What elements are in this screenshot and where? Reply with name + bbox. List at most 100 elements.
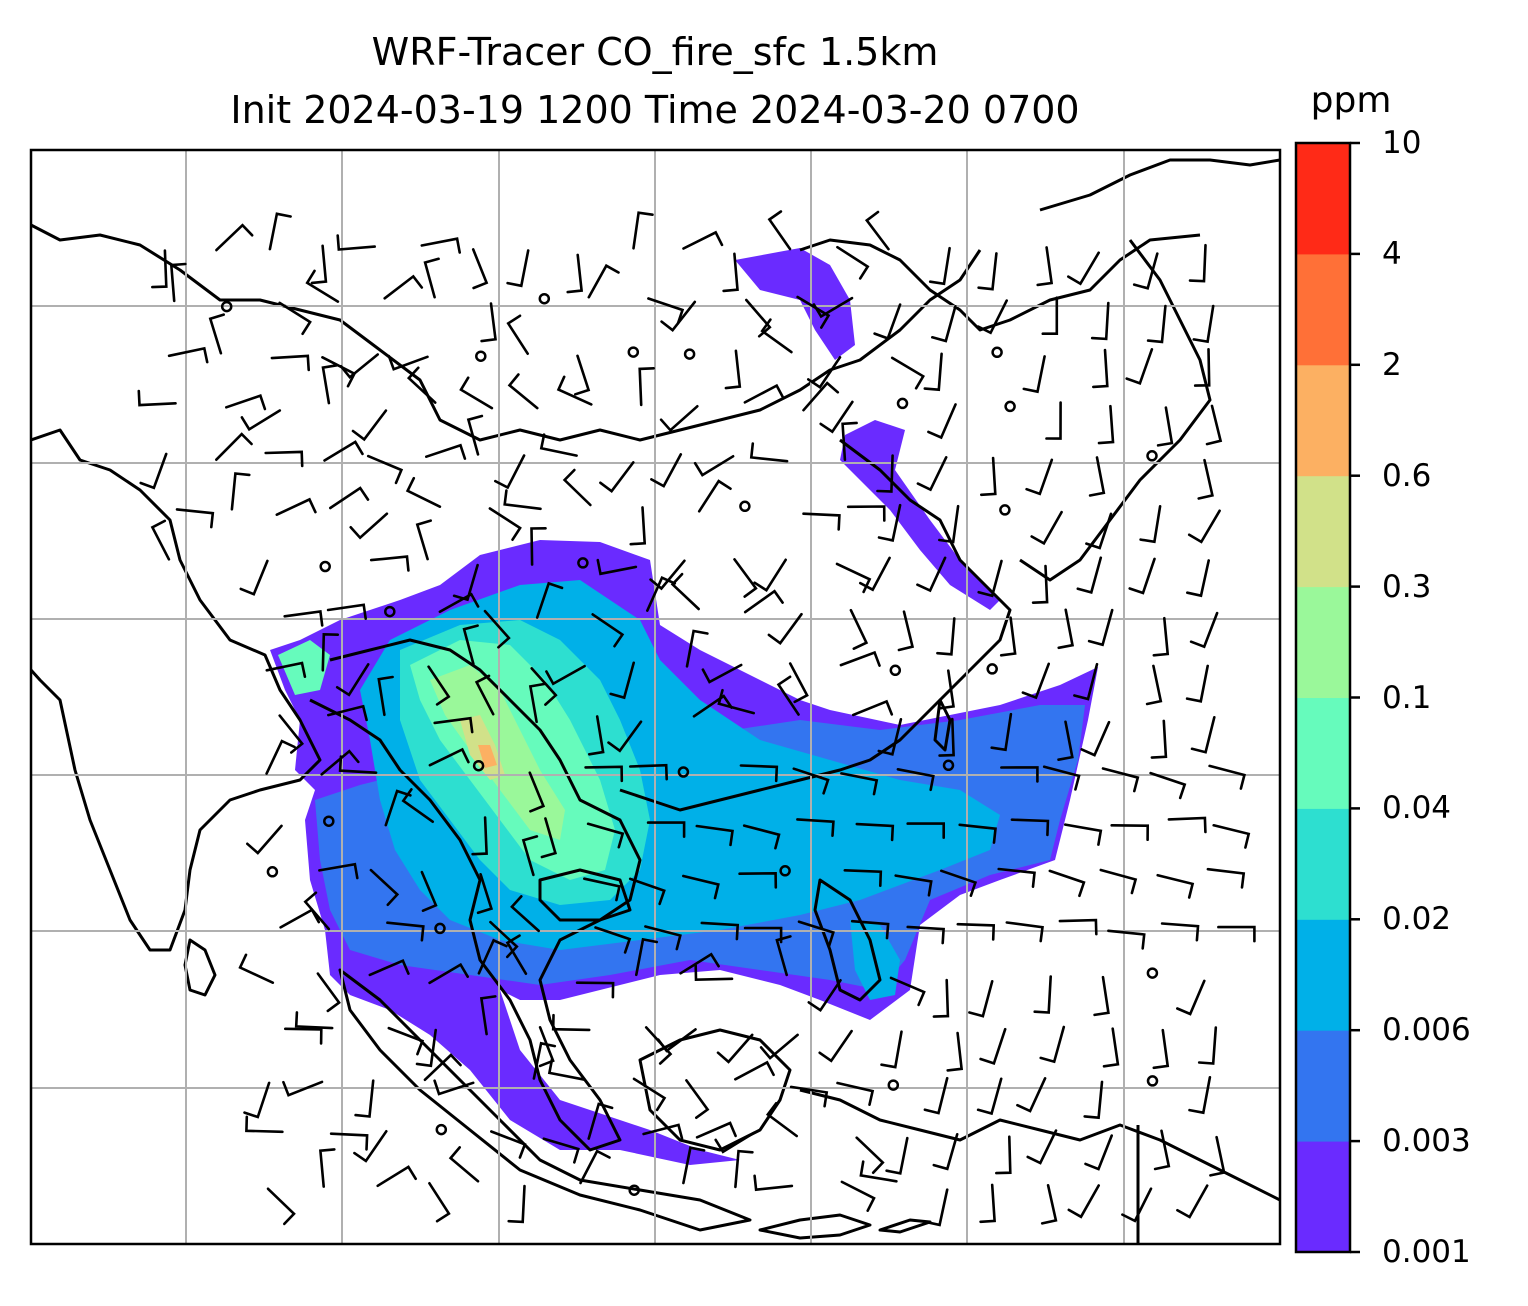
wind-barb [266, 1187, 296, 1226]
wind-barb [587, 263, 620, 299]
wind-barb [321, 632, 340, 672]
wind-barb [906, 822, 945, 839]
wind-barb [851, 699, 894, 717]
coastline-borneo [638, 1028, 792, 1152]
wind-barb [294, 1011, 334, 1030]
wind-barb [1073, 662, 1099, 701]
wind-barb [717, 688, 755, 715]
wind-barb [238, 953, 275, 984]
wind-barb [812, 296, 854, 319]
wind-barb [1121, 1187, 1153, 1223]
wind-barb [1149, 771, 1187, 800]
wind-barb [366, 454, 404, 485]
wind-barb [836, 1081, 875, 1106]
colorbar-segment [1296, 253, 1350, 366]
wind-barb [896, 768, 935, 792]
wind-barb [1085, 512, 1113, 550]
wind-barb [323, 440, 364, 462]
wind-barb [924, 1188, 949, 1227]
wind-barb [339, 353, 379, 380]
wind-barb [428, 1182, 451, 1223]
wind-barb [318, 1148, 336, 1188]
wind-barb [859, 1160, 898, 1183]
wind-barb [958, 823, 997, 844]
colorbar-tick-label: 0.003 [1382, 1123, 1471, 1160]
wind-barb [1156, 406, 1174, 447]
wind-barb [946, 1031, 964, 1072]
wind-barb [208, 313, 225, 355]
wind-barb [532, 1041, 557, 1080]
coastlines [31, 158, 1280, 1244]
wind-barb [938, 504, 960, 544]
wind-barb [506, 314, 529, 355]
wind-barb [928, 246, 951, 286]
wind-barb [1145, 664, 1163, 706]
wind-barb [1193, 348, 1211, 387]
wind-barb [873, 303, 902, 341]
wind-barb [670, 572, 700, 611]
wind-barb [802, 512, 841, 531]
wind-barb [338, 755, 378, 774]
wind-barb [685, 1079, 710, 1119]
wind-barb [940, 869, 978, 897]
wind-barb [927, 403, 957, 440]
wind-barb [1058, 918, 1098, 936]
wind-barb [1176, 979, 1206, 1016]
wind-barb [542, 1137, 580, 1164]
wind-barb [369, 868, 400, 907]
wind-barb [1187, 509, 1221, 544]
wind-barb [923, 1076, 949, 1115]
calm-wind-marker [266, 866, 279, 878]
calm-wind-marker [942, 759, 955, 772]
wind-barb [734, 1060, 775, 1081]
wind-barb [638, 367, 655, 407]
wind-barb [566, 253, 584, 294]
wind-barb [321, 364, 339, 405]
wind-barb [1146, 304, 1167, 344]
wind-barb [167, 346, 209, 364]
wind-barb [995, 1135, 1012, 1175]
wind-barb [474, 674, 495, 716]
wind-barb [275, 497, 317, 516]
colorbar-tick-label: 4 [1382, 235, 1402, 272]
wind-barb [765, 1102, 798, 1138]
wind-barb [1084, 1134, 1113, 1171]
wind-barb [507, 1184, 526, 1224]
wind-barb [427, 665, 451, 706]
wind-barb [1186, 559, 1210, 598]
calm-wind-marker [319, 560, 331, 573]
wind-barb [452, 563, 479, 602]
wind-barb [1190, 716, 1216, 754]
colorbar-tick-label: 10 [1382, 125, 1422, 161]
wind-barb [1139, 505, 1162, 544]
wind-barb [215, 432, 253, 461]
wind-barb [701, 663, 743, 684]
plume-level-0.6 [478, 745, 497, 768]
wind-barbs [137, 210, 1256, 1227]
wind-barb [695, 824, 734, 847]
wind-barb [239, 559, 269, 596]
wind-barb [976, 299, 1008, 335]
wind-barb [1005, 921, 1044, 943]
colorbar-tick-label: 0.001 [1382, 1234, 1471, 1270]
wind-barb [864, 210, 890, 251]
wind-barb [1212, 824, 1251, 849]
wind-barb [979, 1027, 1007, 1066]
calm-wind-marker [1146, 1075, 1159, 1087]
wind-barb [796, 295, 831, 329]
wind-barb [318, 862, 359, 880]
wind-barb [428, 747, 470, 767]
wind-barb [278, 301, 312, 336]
wind-barb [1057, 720, 1074, 761]
wind-barb [694, 964, 734, 982]
wind-barb [538, 1026, 555, 1068]
wind-barb [697, 479, 732, 513]
wind-barb [1189, 611, 1219, 649]
wind-barb [1099, 868, 1138, 895]
plume-level-0.001-north [840, 420, 1000, 610]
wind-barb [693, 455, 735, 477]
wind-barb [880, 1030, 903, 1069]
wind-barb [819, 400, 854, 434]
wind-barb [1156, 873, 1195, 899]
